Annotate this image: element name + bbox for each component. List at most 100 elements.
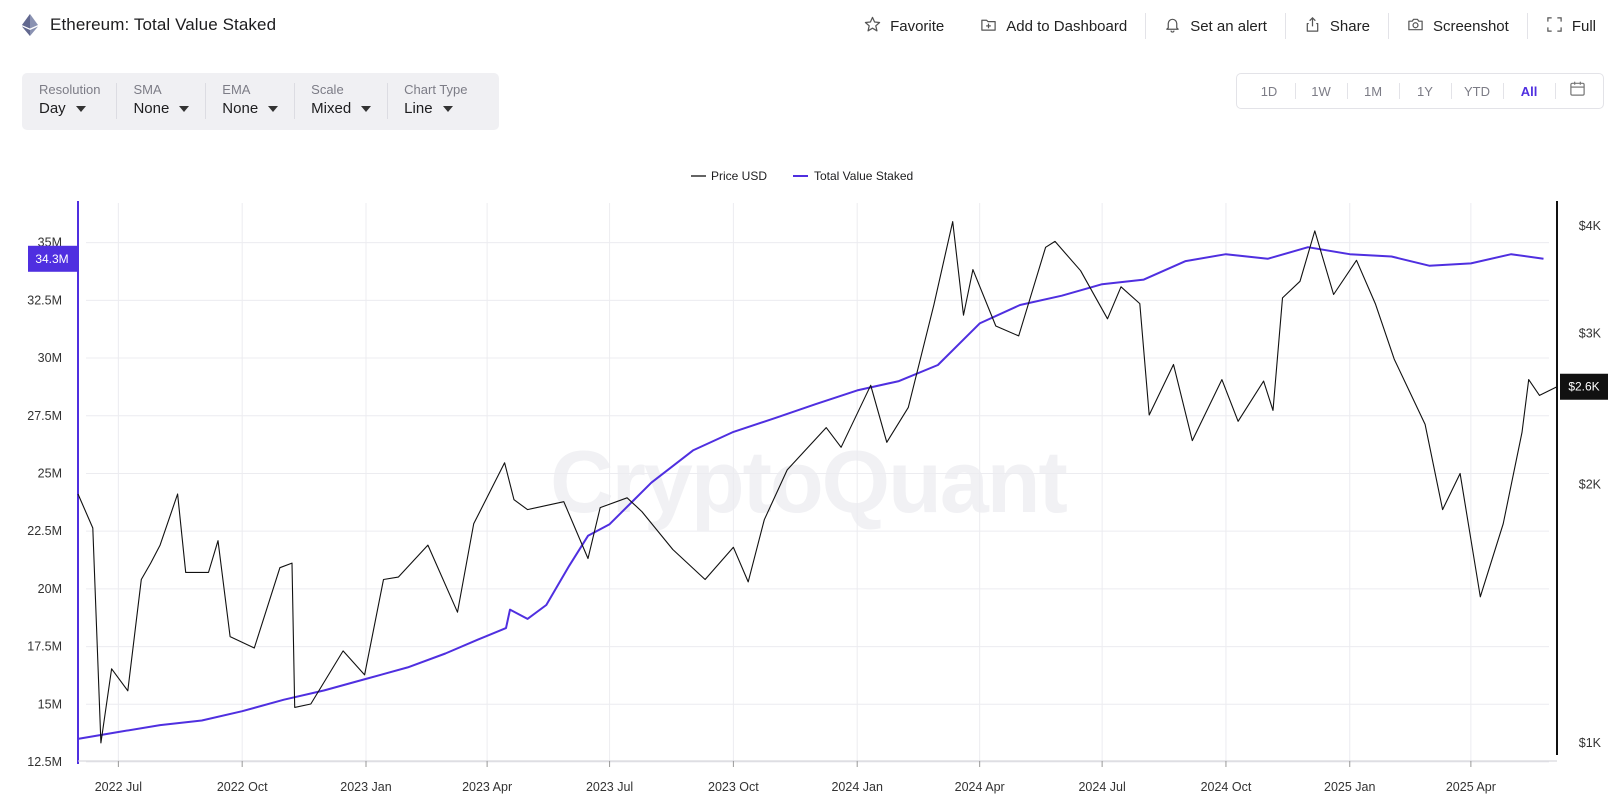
x-tick-label: 2025 Apr — [1446, 780, 1496, 794]
chart-type-label: Chart Type — [404, 82, 468, 97]
range-selector: 1D 1W 1M 1Y YTD All — [1236, 73, 1604, 109]
x-tick-label: 2024 Jul — [1078, 780, 1125, 794]
legend-item-staked[interactable]: Total Value Staked — [793, 169, 913, 183]
ema-setting: EMA None — [205, 73, 294, 130]
title-wrap: Ethereum: Total Value Staked — [22, 14, 276, 36]
chart-type-value: Line — [404, 100, 433, 117]
series-line-price-usd[interactable] — [77, 221, 1558, 744]
x-tick-label: 2024 Oct — [1201, 780, 1252, 794]
legend-label-staked: Total Value Staked — [814, 169, 913, 183]
sma-value: None — [133, 100, 170, 117]
ema-value: None — [222, 100, 259, 117]
resolution-setting: Resolution Day — [22, 73, 116, 130]
left-tick-label: 20M — [38, 582, 62, 596]
fullscreen-button[interactable]: Full — [1528, 14, 1614, 38]
favorite-label: Favorite — [890, 17, 945, 35]
left-badge-bg — [28, 245, 77, 272]
right-tick-label: $2K — [1579, 478, 1602, 492]
x-tick-label: 2023 Jul — [586, 780, 633, 794]
x-tick-label: 2022 Jul — [95, 780, 142, 794]
left-tick-label: 22.5M — [27, 524, 62, 538]
chart-type-select[interactable]: Line — [404, 100, 467, 117]
axes — [77, 201, 1558, 764]
range-1m-button[interactable]: 1M — [1347, 82, 1399, 99]
screenshot-button[interactable]: Screenshot — [1389, 14, 1527, 38]
share-icon — [1304, 16, 1321, 37]
range-1w-button[interactable]: 1W — [1295, 82, 1347, 99]
resolution-value: Day — [39, 100, 66, 117]
bell-icon — [1164, 16, 1181, 37]
series-line-total-value-staked[interactable] — [77, 246, 1544, 740]
left-value-badge: 34.3M — [28, 245, 77, 272]
chart-legend: Price USD Total Value Staked — [691, 169, 913, 183]
right-tick-label: $3K — [1579, 326, 1602, 340]
range-1y-button[interactable]: 1Y — [1399, 82, 1451, 99]
left-tick-label: 25M — [38, 466, 62, 480]
scale-select[interactable]: Mixed — [311, 100, 372, 117]
left-tick-label: 15M — [38, 697, 62, 711]
header-actions: Favorite Add to Dashboard Set an alert S… — [846, 13, 1614, 39]
x-tick-label: 2024 Apr — [955, 780, 1005, 794]
dashboard-add-icon — [980, 16, 997, 37]
right-badge-text: $2.6K — [1568, 380, 1599, 394]
action-divider — [1387, 13, 1389, 39]
resolution-select[interactable]: Day — [39, 100, 100, 117]
header-bar: Ethereum: Total Value Staked Favorite Ad… — [0, 0, 1614, 52]
set-alert-label: Set an alert — [1190, 17, 1267, 35]
caret-down-icon — [179, 105, 190, 112]
caret-down-icon — [442, 105, 453, 112]
ema-select[interactable]: None — [222, 100, 279, 117]
caret-down-icon — [361, 105, 372, 112]
share-button[interactable]: Share — [1286, 14, 1388, 38]
chart-settings-bar: Resolution Day SMA None EMA None Scale M… — [22, 73, 499, 130]
range-all-button[interactable]: All — [1503, 82, 1555, 99]
action-divider — [1145, 13, 1147, 39]
x-tick-label: 2023 Jan — [340, 780, 391, 794]
resolution-label: Resolution — [39, 82, 101, 97]
left-tick-label: 32.5M — [27, 293, 62, 307]
range-ytd-button[interactable]: YTD — [1451, 82, 1503, 99]
left-tick-label: 30M — [38, 351, 62, 365]
axis-ticks: 12.5M15M17.5M20M22.5M25M27.5M30M32.5M35M… — [27, 219, 1601, 794]
page-title: Ethereum: Total Value Staked — [50, 15, 277, 34]
sma-select[interactable]: None — [133, 100, 190, 117]
scale-setting: Scale Mixed — [294, 73, 387, 130]
caret-down-icon — [75, 105, 86, 112]
chart-area: Price USD Total Value Staked CryptoQuant… — [27, 169, 1608, 794]
x-tick-label: 2022 Oct — [217, 780, 268, 794]
series-lines — [77, 221, 1558, 744]
ema-label: EMA — [222, 82, 251, 97]
star-icon — [864, 16, 881, 37]
fullscreen-label: Full — [1571, 17, 1596, 35]
right-tick-label: $1K — [1579, 736, 1602, 750]
range-1d-button[interactable]: 1D — [1260, 83, 1278, 99]
fullscreen-icon — [1546, 16, 1563, 37]
x-tick-label: 2024 Jan — [831, 780, 882, 794]
legend-item-price[interactable]: Price USD — [691, 169, 767, 183]
x-tick-label: 2025 Jan — [1324, 780, 1375, 794]
grid-lines — [86, 203, 1549, 763]
legend-label-price: Price USD — [711, 169, 767, 183]
calendar-button[interactable] — [1555, 81, 1599, 101]
right-value-badge: $2.6K — [1560, 373, 1608, 400]
action-divider — [1284, 13, 1286, 39]
left-tick-label: 12.5M — [27, 755, 62, 769]
watermark: CryptoQuant — [550, 432, 1067, 531]
camera-icon — [1407, 16, 1424, 37]
right-tick-label: $4K — [1579, 219, 1602, 233]
caret-down-icon — [268, 105, 279, 112]
favorite-button[interactable]: Favorite — [846, 14, 962, 38]
x-tick-label: 2023 Apr — [462, 780, 512, 794]
x-tick-label: 2023 Oct — [708, 780, 759, 794]
sma-setting: SMA None — [116, 73, 205, 130]
sma-label: SMA — [133, 82, 162, 97]
action-divider — [1526, 13, 1528, 39]
set-alert-button[interactable]: Set an alert — [1146, 14, 1285, 38]
left-tick-label: 27.5M — [27, 409, 62, 423]
chart-type-setting: Chart Type Line — [387, 73, 483, 130]
scale-value: Mixed — [311, 100, 352, 117]
scale-label: Scale — [311, 82, 344, 97]
calendar-icon — [1569, 80, 1586, 102]
left-tick-label: 17.5M — [27, 640, 62, 654]
add-to-dashboard-button[interactable]: Add to Dashboard — [962, 14, 1145, 38]
